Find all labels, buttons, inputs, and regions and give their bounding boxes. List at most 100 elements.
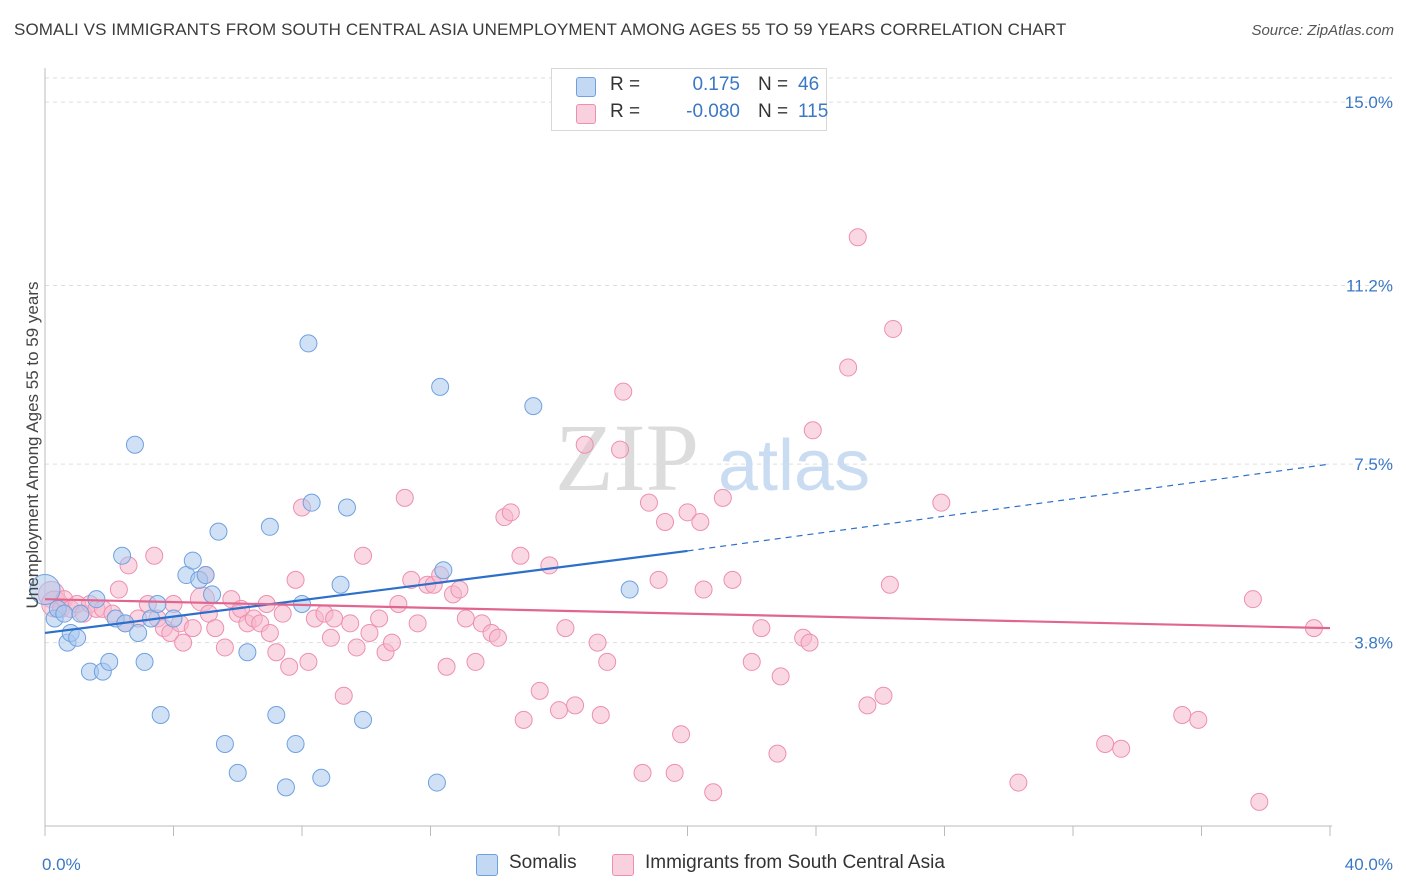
y-tick-label: 11.2% — [1346, 277, 1393, 296]
immigrants-point — [215, 638, 234, 657]
somalis-point — [434, 561, 453, 580]
immigrants-point — [932, 493, 951, 512]
somalis-point — [148, 595, 167, 614]
immigrants-point — [591, 706, 610, 725]
immigrants-point — [370, 609, 389, 628]
immigrants-point — [858, 696, 877, 715]
somalis-point — [68, 628, 87, 647]
somalis-point — [331, 575, 350, 594]
immigrants-point — [145, 546, 164, 565]
x-tick-label: 40.0% — [1345, 855, 1393, 874]
immigrants-point — [1243, 590, 1262, 609]
immigrants-point — [408, 614, 427, 633]
immigrants-point — [678, 503, 697, 522]
immigrants-point — [206, 619, 225, 638]
immigrants-trend-line — [44, 598, 1331, 630]
somalis-point — [55, 604, 74, 623]
somalis-point — [215, 734, 234, 753]
watermark-zip: ZIP — [555, 404, 699, 511]
immigrants-point — [649, 570, 668, 589]
somalis-point — [209, 522, 228, 541]
somalis-point — [337, 498, 356, 517]
immigrants-point — [511, 546, 530, 565]
trend-lines — [44, 463, 1331, 635]
immigrants-point — [450, 580, 469, 599]
somalis-point — [302, 493, 321, 512]
immigrants-point — [437, 657, 456, 676]
legend-label-somalis: Somalis — [509, 852, 577, 873]
immigrants-point — [267, 643, 286, 662]
legend-n-label: N = — [758, 101, 789, 122]
immigrants-point — [286, 570, 305, 589]
immigrants-point — [694, 580, 713, 599]
immigrants-point — [598, 652, 617, 671]
immigrants-point — [839, 358, 858, 377]
somalis-point — [196, 566, 215, 585]
immigrants-point — [334, 686, 353, 705]
immigrants-point — [325, 609, 344, 628]
somalis-point — [427, 773, 446, 792]
immigrants-point — [884, 319, 903, 338]
immigrants-point — [360, 623, 379, 642]
immigrants-point — [530, 681, 549, 700]
immigrants-point — [1173, 706, 1192, 725]
somalis-point — [129, 623, 148, 642]
y-axis-label: Unemployment Among Ages 55 to 59 years — [23, 282, 42, 609]
immigrants-point — [1189, 710, 1208, 729]
legend-r-value: -0.080 — [686, 101, 740, 122]
immigrants-point — [656, 512, 675, 531]
somalis-point — [312, 768, 331, 787]
somalis-point — [29, 574, 61, 606]
legend-swatch-somalis — [576, 77, 596, 97]
series-somalis — [29, 334, 639, 797]
immigrants-point — [1009, 773, 1028, 792]
immigrants-point — [665, 763, 684, 782]
watermark-atlas: atlas — [718, 426, 870, 506]
immigrants-point — [488, 628, 507, 647]
immigrants-point — [466, 652, 485, 671]
immigrants-point — [1112, 739, 1131, 758]
y-tick-label: 7.5% — [1354, 455, 1393, 474]
legend-n-label: N = — [758, 74, 789, 95]
immigrants-point — [575, 435, 594, 454]
somalis-point — [135, 652, 154, 671]
immigrants-point — [566, 696, 585, 715]
immigrants-point — [109, 580, 128, 599]
somalis-point — [125, 435, 144, 454]
somalis-point — [151, 706, 170, 725]
immigrants-point — [273, 604, 292, 623]
legend-n-value: 46 — [798, 74, 820, 95]
source-note: Source: ZipAtlas.com — [1251, 22, 1394, 39]
somalis-point — [431, 377, 450, 396]
somalis-point — [164, 609, 183, 628]
somalis-point — [354, 710, 373, 729]
somalis-point — [524, 397, 543, 416]
immigrants-point — [768, 744, 787, 763]
somalis-point — [113, 546, 132, 565]
immigrants-point — [742, 652, 761, 671]
immigrants-point — [389, 595, 408, 614]
legend-n-value: 115 — [798, 101, 829, 122]
tick-labels: 3.8% 7.5% 11.2% 15.0% 0.0% 40.0% — [42, 93, 1393, 874]
immigrants-point — [347, 638, 366, 657]
somalis-trend-extension — [687, 463, 1331, 552]
immigrants-point — [723, 570, 742, 589]
immigrants-point — [174, 633, 193, 652]
series-immigrants-south-central-asia — [37, 228, 1323, 811]
immigrants-point — [456, 609, 475, 628]
immigrants-point — [704, 783, 723, 802]
immigrants-point — [672, 725, 691, 744]
immigrants-point — [260, 623, 279, 642]
immigrants-point — [395, 488, 414, 507]
chart-title: SOMALI VS IMMIGRANTS FROM SOUTH CENTRAL … — [14, 20, 1067, 39]
immigrants-point — [183, 619, 202, 638]
immigrants-point — [880, 575, 899, 594]
somalis-trend-line — [44, 549, 688, 635]
somalis-point — [100, 652, 119, 671]
immigrants-point — [540, 556, 559, 575]
immigrants-point — [614, 382, 633, 401]
zipatlas-watermark: ZIP atlas — [555, 404, 870, 511]
somalis-point — [299, 334, 318, 353]
correlation-legend: R = 0.175 N = 46 R = -0.080 N = 115 — [551, 68, 829, 131]
